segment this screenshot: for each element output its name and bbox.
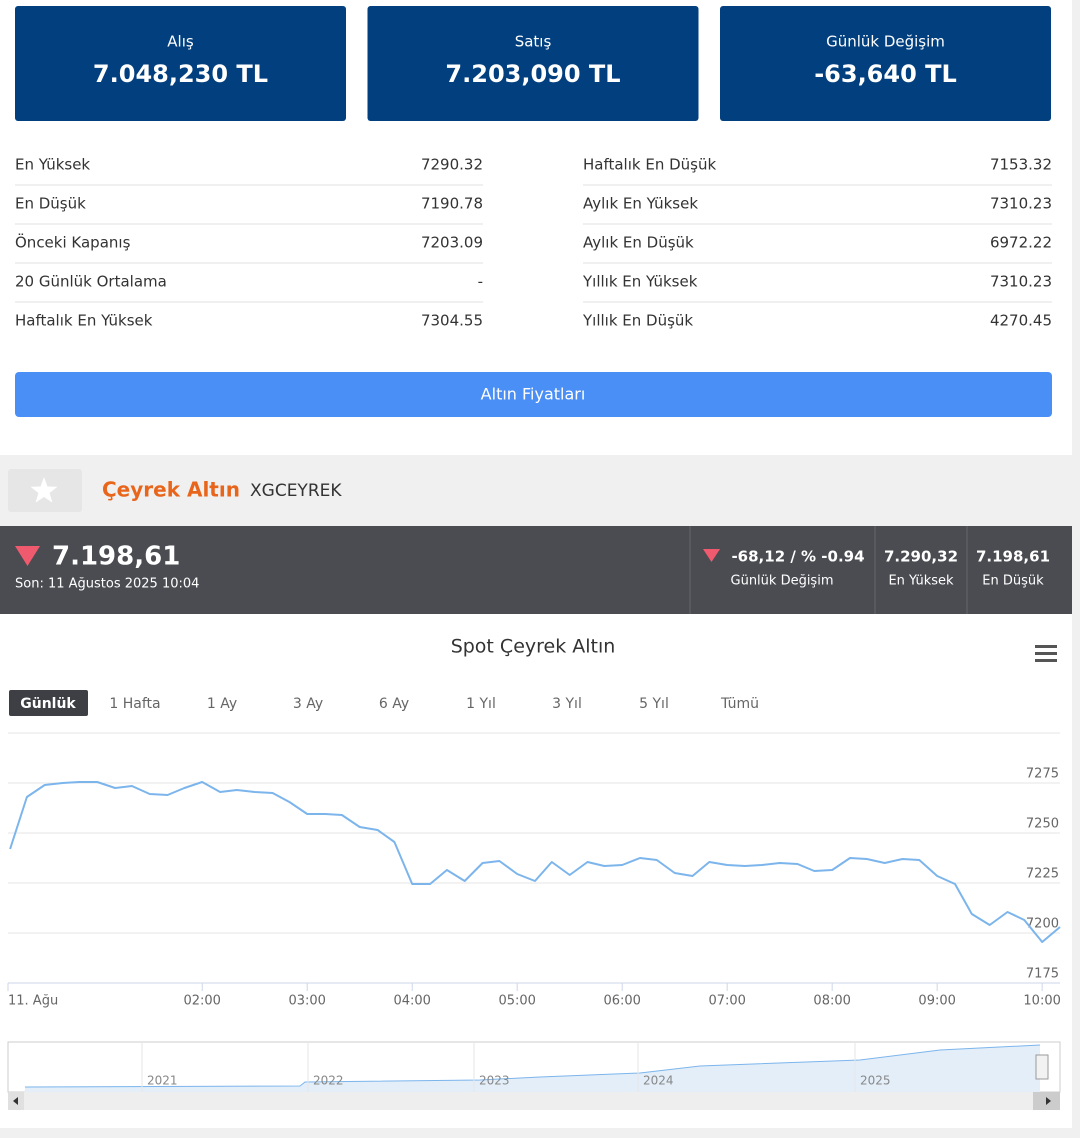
x-tick-label: 03:00 bbox=[288, 994, 325, 1009]
x-tick-label: 02:00 bbox=[183, 994, 220, 1009]
range-button[interactable]: 6 Ay bbox=[379, 696, 409, 712]
navigator-label: 2023 bbox=[479, 1074, 510, 1088]
y-tick-label: 7275 bbox=[1026, 767, 1059, 782]
x-tick-label: 10:00 bbox=[1023, 994, 1060, 1009]
quote-updated: Son: 11 Ağustos 2025 10:04 bbox=[15, 577, 199, 592]
stat-label: En Düşük bbox=[15, 195, 86, 213]
stat-label: Aylık En Düşük bbox=[583, 234, 694, 252]
quote-change-label: Günlük Değişim bbox=[731, 574, 834, 589]
card-label: Günlük Değişim bbox=[826, 33, 945, 51]
scrollbar[interactable] bbox=[8, 1092, 1060, 1110]
range-button[interactable]: 3 Yıl bbox=[552, 696, 582, 712]
down-arrow bbox=[703, 549, 720, 562]
y-tick-label: 7250 bbox=[1026, 817, 1059, 832]
range-button[interactable]: 3 Ay bbox=[293, 696, 323, 712]
stat-value: - bbox=[478, 273, 483, 291]
stat-value: 7190.78 bbox=[421, 195, 483, 213]
stat-value: 7304.55 bbox=[421, 312, 483, 330]
quote-low: 7.198,61 bbox=[976, 548, 1050, 566]
card-value: 7.048,230 TL bbox=[93, 60, 268, 88]
stat-label: En Yüksek bbox=[15, 156, 90, 174]
navigator-line bbox=[24, 1044, 1041, 1088]
stat-label: Yıllık En Düşük bbox=[582, 312, 693, 330]
stat-label: Haftalık En Yüksek bbox=[15, 312, 153, 330]
arrow-left bbox=[13, 1097, 18, 1105]
menu-bar bbox=[1035, 645, 1057, 648]
menu-bar bbox=[1035, 652, 1057, 655]
quote-bar bbox=[0, 526, 1072, 614]
price-card bbox=[720, 6, 1051, 121]
range-button[interactable]: 1 Yıl bbox=[466, 696, 496, 712]
quote-price: 7.198,61 bbox=[52, 542, 180, 572]
range-button[interactable]: Günlük bbox=[20, 696, 76, 712]
price-card bbox=[367, 6, 699, 121]
price-line bbox=[9, 781, 1061, 943]
menu-icon[interactable] bbox=[1035, 645, 1057, 662]
navigator-area bbox=[25, 1045, 1040, 1092]
price-card bbox=[15, 6, 346, 121]
range-button-selected[interactable] bbox=[9, 690, 88, 716]
stat-value: 7153.32 bbox=[990, 156, 1052, 174]
stat-label: Önceki Kapanış bbox=[15, 233, 131, 252]
x-tick-label: 06:00 bbox=[603, 994, 640, 1009]
range-button[interactable]: 1 Ay bbox=[207, 696, 237, 712]
stat-value: 7310.23 bbox=[990, 273, 1052, 291]
menu-bar bbox=[1035, 659, 1057, 662]
x-tick-label: 07:00 bbox=[708, 994, 745, 1009]
card-value: 7.203,090 TL bbox=[445, 60, 620, 88]
x-tick-label: 04:00 bbox=[393, 994, 430, 1009]
x-tick-label: 08:00 bbox=[813, 994, 850, 1009]
navigator-label: 2025 bbox=[860, 1074, 891, 1088]
down-arrow bbox=[15, 546, 40, 566]
card-value: -63,640 TL bbox=[814, 60, 957, 88]
range-button[interactable]: 1 Hafta bbox=[109, 696, 160, 712]
range-button[interactable]: 5 Yıl bbox=[639, 696, 669, 712]
instrument-name: Çeyrek Altın bbox=[102, 478, 240, 502]
navigator-label: 2021 bbox=[147, 1074, 178, 1088]
stat-value: 7290.32 bbox=[421, 156, 483, 174]
quote-high-label: En Yüksek bbox=[888, 574, 954, 589]
card-label: Alış bbox=[167, 33, 194, 51]
stat-label: Aylık En Yüksek bbox=[583, 195, 698, 213]
y-tick-label: 7225 bbox=[1026, 867, 1059, 882]
navigator bbox=[7, 1041, 1061, 1110]
card-label: Satış bbox=[515, 33, 552, 51]
instrument-code: XGCEYREK bbox=[250, 481, 342, 501]
prices-button[interactable] bbox=[15, 372, 1052, 417]
arrow-right bbox=[1046, 1097, 1051, 1105]
button-label: Altın Fiyatları bbox=[481, 385, 586, 404]
x-tick-label: 11. Ağu bbox=[8, 994, 58, 1009]
quote-change: -68,12 / % -0.94 bbox=[731, 548, 864, 566]
chart-title: Spot Çeyrek Altın bbox=[451, 636, 616, 658]
x-tick-label: 05:00 bbox=[498, 994, 535, 1009]
stat-label: 20 Günlük Ortalama bbox=[15, 273, 167, 291]
navigator-label: 2024 bbox=[643, 1074, 674, 1088]
stat-label: Haftalık En Düşük bbox=[583, 156, 716, 174]
stat-label: Yıllık En Yüksek bbox=[582, 273, 698, 291]
stat-value: 6972.22 bbox=[990, 234, 1052, 252]
navigator-handle[interactable] bbox=[1035, 1054, 1049, 1080]
navigator-label: 2022 bbox=[313, 1074, 344, 1088]
quote-high: 7.290,32 bbox=[884, 548, 958, 566]
stat-value: 4270.45 bbox=[990, 312, 1052, 330]
star-icon bbox=[30, 477, 58, 503]
x-tick-label: 09:00 bbox=[918, 994, 955, 1009]
y-tick-label: 7200 bbox=[1026, 917, 1059, 932]
range-button[interactable]: Tümü bbox=[720, 696, 759, 712]
stat-value: 7203.09 bbox=[421, 234, 483, 252]
y-tick-label: 7175 bbox=[1026, 967, 1059, 982]
stat-value: 7310.23 bbox=[990, 195, 1052, 213]
quote-low-label: En Düşük bbox=[982, 574, 1044, 589]
